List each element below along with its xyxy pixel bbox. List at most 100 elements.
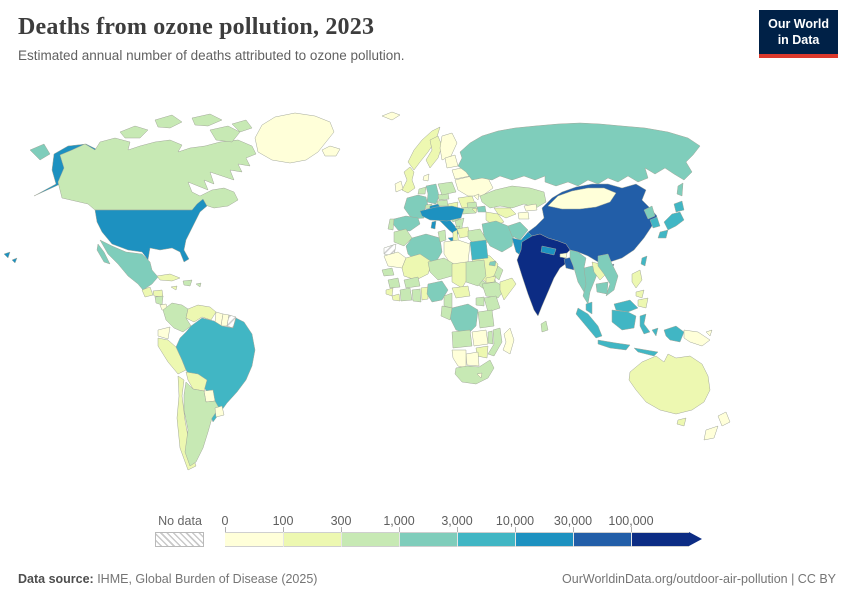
country-taiwan[interactable]: [640, 255, 648, 267]
country-poland[interactable]: [437, 181, 457, 196]
country-new-zealand[interactable]: [703, 411, 731, 441]
country-sweden[interactable]: [425, 135, 443, 169]
legend-bin-swatch[interactable]: [341, 532, 399, 547]
country-nepal[interactable]: [540, 245, 557, 256]
country-madagascar[interactable]: [502, 327, 515, 355]
country-cuba[interactable]: [156, 273, 181, 282]
country-portugal[interactable]: [387, 218, 395, 231]
country-puerto-rico[interactable]: [195, 282, 202, 288]
country-morocco[interactable]: [393, 228, 413, 247]
country-iceland[interactable]: [321, 145, 341, 157]
country-india[interactable]: [516, 233, 571, 317]
country-cambodia[interactable]: [595, 281, 609, 295]
country-cyprus[interactable]: [454, 225, 461, 231]
country-angola[interactable]: [451, 329, 473, 349]
country-mongolia[interactable]: [547, 187, 617, 210]
country-botswana[interactable]: [465, 351, 480, 367]
country-sakhalin[interactable]: [676, 182, 684, 197]
country-iran[interactable]: [481, 220, 515, 253]
country-lesotho[interactable]: [476, 372, 483, 379]
country-sudan[interactable]: [465, 259, 487, 287]
country-malawi[interactable]: [487, 330, 494, 345]
country-spain[interactable]: [392, 215, 421, 232]
country-png[interactable]: [683, 329, 713, 347]
country-uzbekistan[interactable]: [493, 207, 517, 219]
country-uk[interactable]: [401, 166, 416, 194]
country-egypt[interactable]: [469, 239, 489, 261]
country-guatemala[interactable]: [141, 286, 154, 298]
country-tajikistan[interactable]: [517, 211, 530, 220]
owid-link[interactable]: OurWorldinData.org/outdoor-air-pollution…: [562, 572, 836, 586]
country-uae[interactable]: [488, 260, 497, 267]
country-cameroon[interactable]: [443, 292, 453, 309]
country-zambia[interactable]: [471, 329, 489, 347]
country-bhutan[interactable]: [559, 252, 568, 259]
country-svalbard[interactable]: [381, 111, 401, 121]
country-norway[interactable]: [407, 126, 441, 171]
country-hispaniola[interactable]: [182, 279, 193, 287]
country-ireland[interactable]: [394, 180, 404, 193]
country-philippines[interactable]: [631, 269, 649, 309]
country-car[interactable]: [451, 285, 471, 299]
country-australia[interactable]: [628, 353, 711, 415]
legend-bin-swatch[interactable]: [631, 532, 689, 547]
country-japan[interactable]: [657, 200, 685, 239]
country-brazil[interactable]: [175, 317, 256, 423]
country-usa[interactable]: [94, 198, 208, 263]
legend-bin-swatch[interactable]: [283, 532, 341, 547]
country-jamaica[interactable]: [170, 285, 178, 291]
country-somalia[interactable]: [499, 277, 517, 301]
country-russia[interactable]: [457, 122, 701, 187]
country-uganda[interactable]: [475, 296, 485, 307]
country-chile[interactable]: [176, 375, 197, 471]
country-liberia[interactable]: [391, 293, 401, 302]
country-germany[interactable]: [425, 183, 440, 205]
country-vietnam[interactable]: [597, 253, 619, 297]
country-canada[interactable]: [57, 137, 257, 211]
country-moldova[interactable]: [473, 193, 480, 201]
country-nigeria[interactable]: [426, 280, 449, 303]
country-dr-congo[interactable]: [449, 303, 479, 335]
country-burkina-faso[interactable]: [403, 276, 421, 289]
country-turkey[interactable]: [419, 205, 465, 222]
country-chukotka[interactable]: [29, 143, 51, 161]
country-benelux[interactable]: [417, 186, 427, 195]
country-mozambique[interactable]: [487, 327, 503, 357]
country-armenia[interactable]: [471, 207, 478, 214]
country-canada-islands[interactable]: [119, 113, 253, 143]
country-greenland[interactable]: [254, 112, 335, 164]
country-south-korea[interactable]: [649, 216, 661, 229]
country-argentina[interactable]: [183, 381, 220, 467]
country-ecuador[interactable]: [157, 326, 171, 340]
country-kenya[interactable]: [483, 295, 501, 313]
legend-bin-swatch[interactable]: [225, 532, 283, 547]
country-denmark[interactable]: [422, 173, 430, 182]
country-tasmania[interactable]: [676, 417, 687, 427]
country-tunisia[interactable]: [437, 229, 447, 243]
legend-bin-swatch[interactable]: [399, 532, 457, 547]
country-mexico[interactable]: [96, 239, 159, 291]
country-kyrgyzstan[interactable]: [523, 203, 538, 212]
owid-logo[interactable]: Our World in Data: [759, 10, 838, 59]
country-georgia[interactable]: [466, 201, 478, 209]
country-oman[interactable]: [493, 265, 504, 281]
country-chad[interactable]: [451, 261, 469, 289]
country-senegal[interactable]: [381, 267, 395, 277]
country-south-africa[interactable]: [454, 359, 495, 385]
country-hawaii[interactable]: [3, 251, 18, 264]
country-afghanistan[interactable]: [507, 221, 529, 241]
country-togo-benin[interactable]: [420, 286, 429, 301]
country-north-korea[interactable]: [643, 205, 656, 220]
country-ghana[interactable]: [411, 288, 422, 303]
legend-bin-swatch[interactable]: [515, 532, 573, 547]
country-namibia[interactable]: [451, 349, 467, 369]
country-eritrea[interactable]: [485, 275, 497, 284]
country-azerbaijan[interactable]: [476, 205, 487, 213]
country-colombia[interactable]: [162, 302, 192, 333]
country-guinea[interactable]: [387, 277, 401, 289]
country-malaysia[interactable]: [585, 299, 639, 315]
country-uruguay[interactable]: [214, 405, 225, 418]
country-congo-gabon[interactable]: [440, 305, 453, 321]
no-data-swatch[interactable]: [155, 532, 204, 547]
country-indonesia[interactable]: [575, 307, 685, 357]
